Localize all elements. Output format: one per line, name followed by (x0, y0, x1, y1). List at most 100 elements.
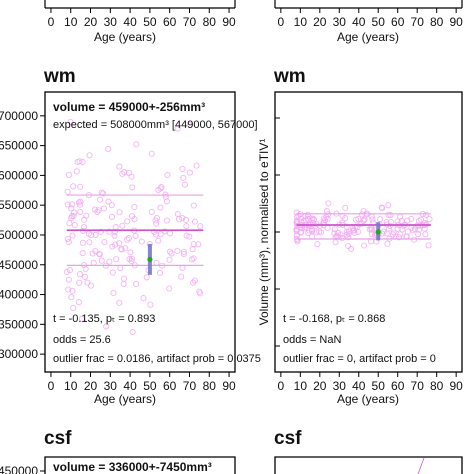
scatter-point (166, 256, 173, 263)
scatter-point (111, 232, 118, 239)
scatter-point (106, 258, 113, 265)
scatter-point (176, 216, 183, 223)
x-tick-label: 20 (84, 379, 98, 393)
scatter-point (193, 162, 200, 169)
x-tick-label: 60 (163, 15, 177, 29)
x-tick-label: 20 (84, 15, 98, 29)
scatter-point (110, 289, 117, 297)
scatter-point (116, 299, 123, 306)
scatter-point (417, 216, 425, 223)
scatter-point (108, 213, 116, 220)
wm-left-scatter-points (63, 118, 204, 336)
scatter-point (92, 248, 99, 255)
scatter-point (73, 168, 80, 175)
scatter-point (119, 222, 126, 229)
wm-left-plot-area (45, 92, 235, 372)
scatter-point (178, 273, 185, 280)
x-tick-label: 0 (278, 379, 285, 393)
scatter-point (179, 165, 186, 172)
scatter-point (293, 209, 300, 216)
scatter-point (385, 225, 392, 232)
scatter-point (71, 222, 78, 229)
scatter-point (186, 169, 193, 176)
csf-left-panel: 450000 volume = 336000+-7450mm³ (0, 456, 236, 474)
top-left-x-axis-title: Age (years) (94, 30, 156, 44)
y-tick-label: 700000 (0, 109, 38, 123)
scatter-point (293, 232, 300, 239)
scatter-point (68, 205, 75, 212)
scatter-point (128, 173, 135, 180)
x-tick-label: 30 (333, 379, 347, 393)
scatter-point (310, 217, 317, 224)
scatter-point (92, 231, 99, 238)
x-tick-label: 50 (143, 15, 157, 29)
scatter-point (125, 235, 132, 242)
scatter-point (105, 198, 112, 205)
scatter-point (294, 237, 301, 244)
scatter-point (65, 171, 72, 178)
scatter-point (127, 249, 134, 256)
wm-left-panel-title: wm (43, 66, 76, 87)
x-tick-label: 90 (222, 379, 236, 393)
scatter-point (129, 184, 136, 191)
scatter-point (153, 215, 160, 222)
scatter-point (187, 122, 194, 129)
scatter-point (69, 232, 76, 239)
scatter-point (76, 201, 83, 208)
scatter-point (77, 208, 84, 215)
scatter-point (65, 238, 72, 246)
scatter-point (411, 236, 418, 243)
scatter-point (408, 215, 415, 222)
scatter-point (118, 245, 125, 253)
scatter-point (377, 216, 384, 223)
scatter-point (343, 231, 350, 238)
scatter-point (320, 215, 327, 222)
scatter-point (82, 265, 89, 273)
subject-point (147, 256, 153, 263)
scatter-point (162, 193, 169, 200)
scatter-point (131, 203, 138, 211)
scatter-point (75, 299, 82, 306)
scatter-point (386, 222, 393, 230)
scatter-point (63, 268, 70, 275)
x-tick-label: 70 (411, 379, 425, 393)
x-tick-label: 30 (104, 15, 118, 29)
scatter-point (101, 238, 108, 246)
scatter-point (100, 205, 107, 212)
scatter-point (96, 196, 104, 203)
csf-left-panel-title: csf (44, 428, 72, 449)
scatter-point (297, 229, 304, 236)
scatter-point (195, 241, 202, 248)
subject-point (375, 229, 381, 235)
scatter-point (74, 158, 81, 166)
x-tick-label: 80 (203, 15, 217, 29)
scatter-point (180, 248, 187, 255)
scatter-point (181, 181, 188, 188)
scatter-point (180, 250, 187, 257)
wm-right-x-axis-title: Age (years) (337, 392, 399, 406)
scatter-point (157, 204, 164, 211)
wm-left-y-ticks: 700000 650000 600000 550000 500000 450000 4000… (0, 109, 45, 361)
scatter-point (188, 256, 195, 263)
scatter-point (380, 228, 387, 235)
y-tick-label: 300000 (0, 347, 38, 361)
scatter-point (70, 304, 77, 312)
scatter-point (129, 328, 136, 336)
wm-left-subject-marker (147, 243, 153, 275)
scatter-point (163, 217, 170, 224)
x-tick-label: 10 (294, 379, 308, 393)
scatter-point (161, 228, 168, 235)
scatter-point (166, 285, 173, 292)
scatter-point (76, 271, 84, 278)
x-tick-label: 50 (143, 379, 157, 393)
wm-left-x-ticks: 0 10 20 30 40 50 60 70 80 90 (48, 372, 236, 393)
scatter-point (196, 288, 203, 295)
y-tick-label: 450000 (0, 258, 38, 272)
scatter-point (423, 211, 430, 218)
x-tick-label: 40 (352, 15, 366, 29)
x-tick-label: 0 (278, 15, 285, 29)
scatter-point (124, 218, 131, 225)
scatter-point (94, 208, 101, 215)
scatter-point (133, 280, 140, 287)
wm-right-reference-lines (296, 213, 431, 240)
